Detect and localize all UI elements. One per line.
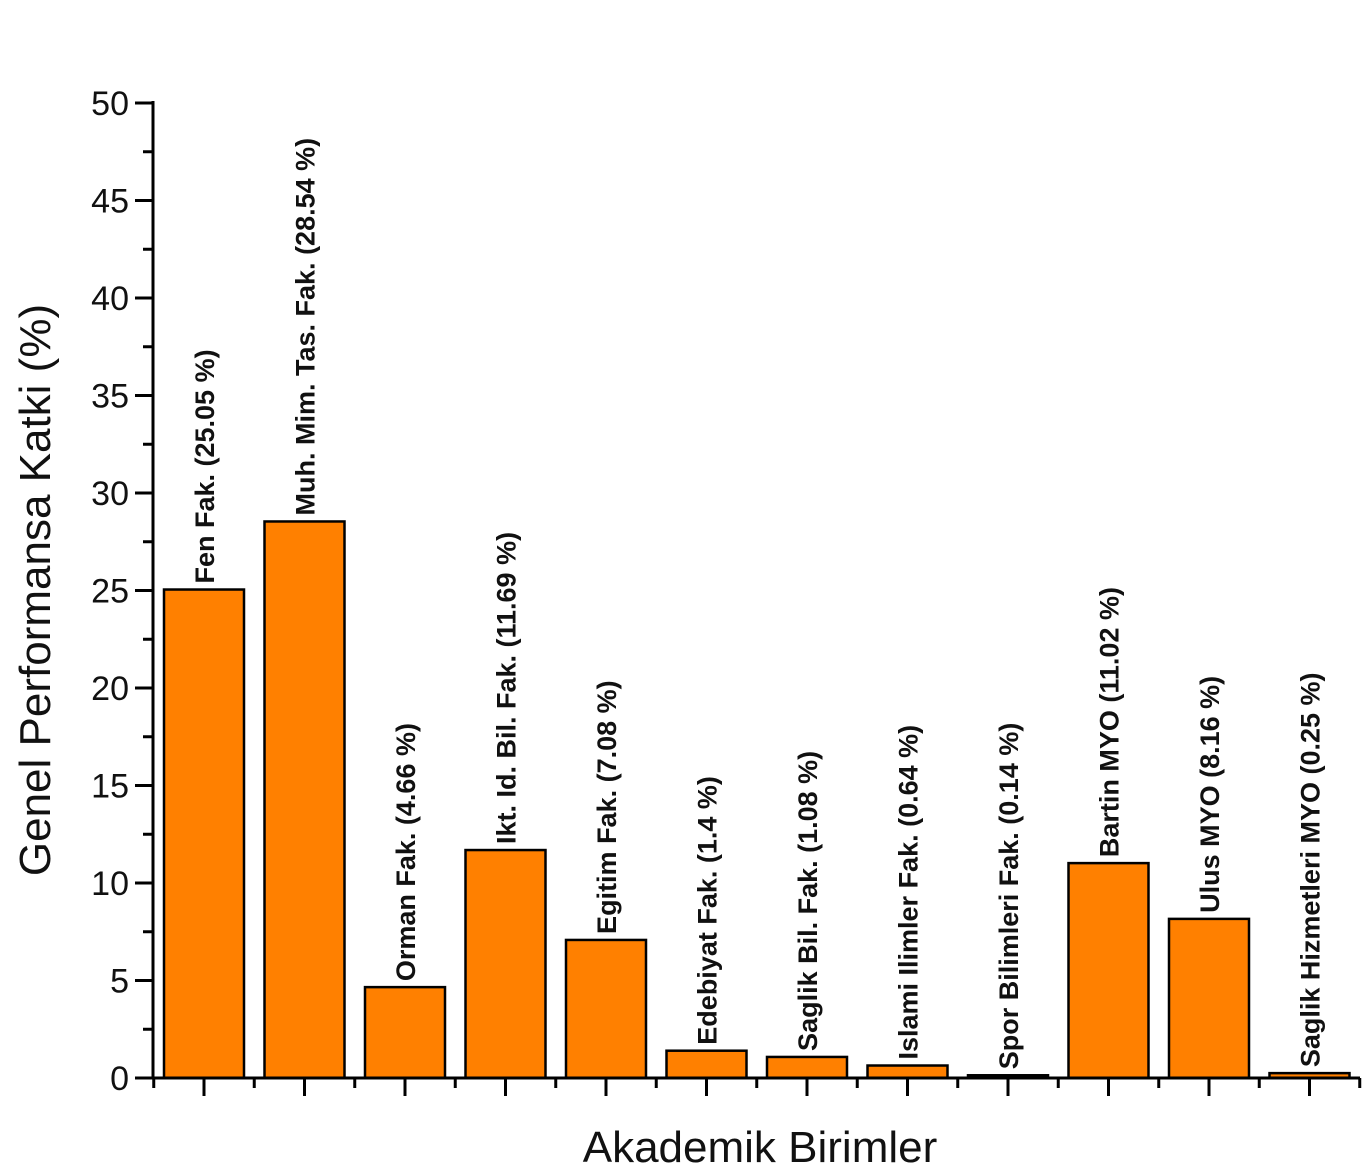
y-tick-label: 10 xyxy=(91,865,129,903)
bar-label: Muh. Mim. Tas. Fak. (28.54 %) xyxy=(291,138,321,516)
y-tick-label: 0 xyxy=(110,1060,129,1098)
bar xyxy=(866,1064,949,1080)
bar-label: Islami Ilimler Fak. (0.64 %) xyxy=(894,725,924,1060)
bar xyxy=(263,520,346,1080)
bar xyxy=(162,588,246,1080)
y-tick-label: 40 xyxy=(91,280,129,318)
x-axis-title: Akademik Birimler xyxy=(583,1123,938,1172)
bar-label: Fen Fak. (25.05 %) xyxy=(190,349,220,583)
bar-label: Saglik Hizmetleri MYO (0.25 %) xyxy=(1296,673,1326,1068)
axes-layer: 0 5 10 15 20 25 30 35 40 45 50 xyxy=(91,85,1362,1098)
y-tick-label: 15 xyxy=(91,768,129,806)
bar xyxy=(363,985,447,1080)
bar xyxy=(464,848,547,1080)
y-tick-label: 20 xyxy=(91,670,129,708)
bar-labels-layer: Fen Fak. (25.05 %) Muh. Mim. Tas. Fak. (2… xyxy=(190,138,1326,1069)
bar-label: Ulus MYO (8.16 %) xyxy=(1195,676,1225,913)
bar xyxy=(1167,917,1251,1080)
bar xyxy=(1067,861,1150,1080)
y-tick-label: 50 xyxy=(91,85,129,123)
bar-label: Edebiyat Fak. (1.4 %) xyxy=(693,776,723,1045)
y-axis-title: Genel Performansa Katki (%) xyxy=(11,304,60,876)
bar-label: Egitim Fak. (7.08 %) xyxy=(592,680,622,934)
y-tick-label: 35 xyxy=(91,378,129,416)
y-tick-label: 5 xyxy=(110,963,129,1001)
bar-label: Spor Bilimleri Fak. (0.14 %) xyxy=(994,723,1024,1070)
bar xyxy=(765,1055,849,1080)
bar-label: Ikt. Id. Bil. Fak. (11.69 %) xyxy=(492,532,522,844)
y-tick-label: 25 xyxy=(91,573,129,611)
y-tick-label: 30 xyxy=(91,475,129,513)
bar-label: Orman Fak. (4.66 %) xyxy=(391,723,421,981)
bar xyxy=(564,938,648,1080)
bar xyxy=(665,1049,748,1080)
y-tick-label: 45 xyxy=(91,183,129,221)
bars-layer xyxy=(162,520,1351,1080)
bar-label: Bartin MYO (11.02 %) xyxy=(1095,587,1125,857)
bar-label: Saglik Bil. Fak. (1.08 %) xyxy=(793,751,823,1051)
